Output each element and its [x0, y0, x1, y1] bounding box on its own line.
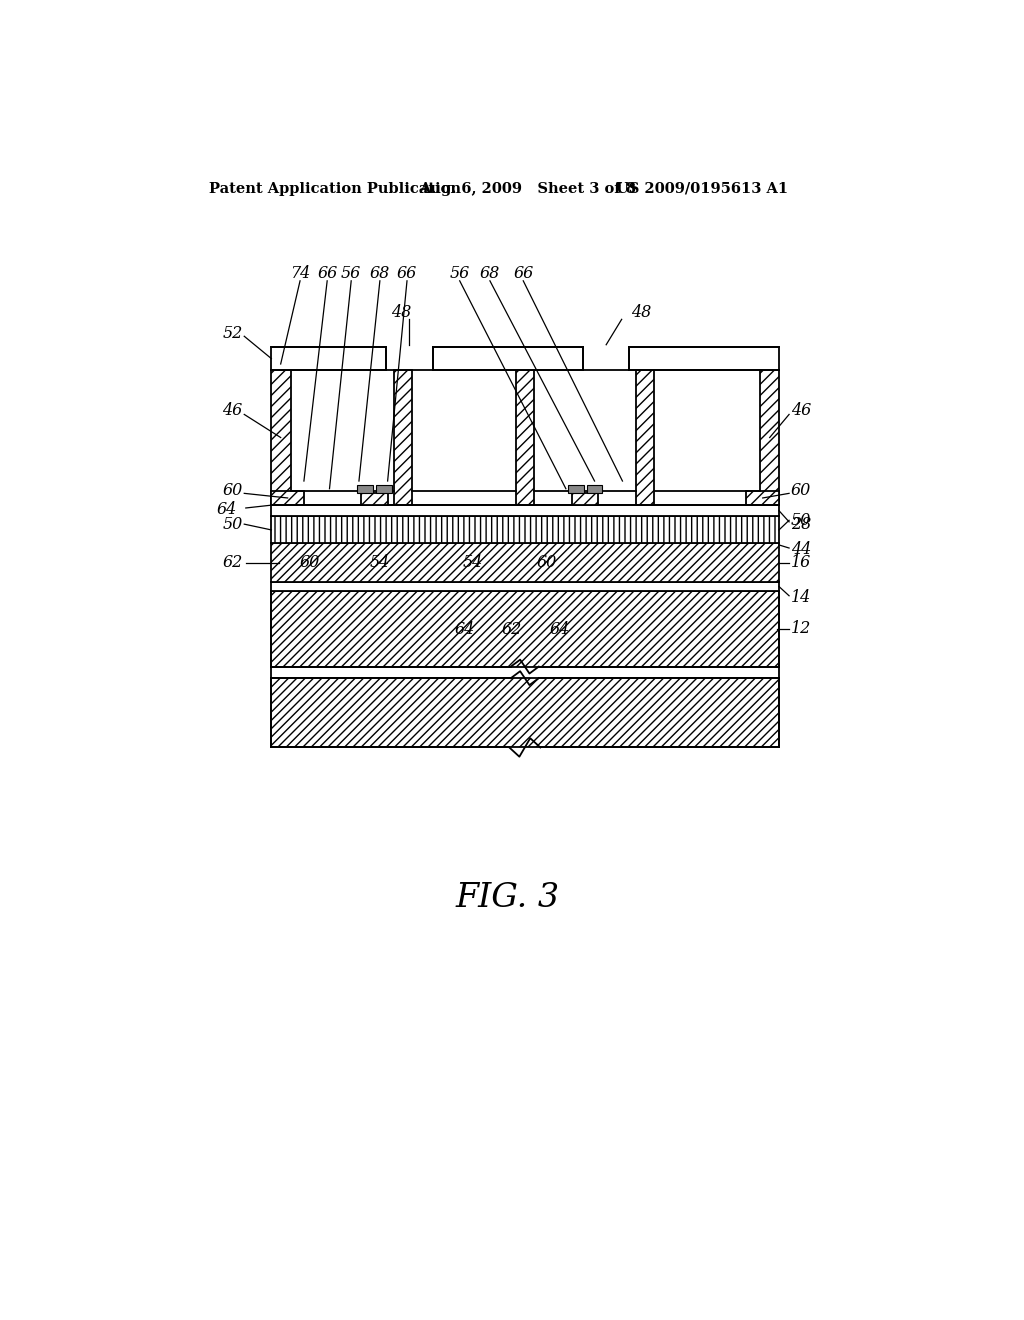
Bar	[357, 484, 373, 492]
Text: 50: 50	[791, 512, 811, 529]
Text: 62: 62	[222, 554, 243, 572]
Bar	[572, 492, 598, 506]
Bar	[271, 491, 304, 506]
Text: 66: 66	[317, 265, 337, 282]
Bar	[515, 370, 535, 506]
Bar	[271, 506, 779, 516]
Bar	[394, 370, 413, 506]
Text: 14: 14	[791, 589, 811, 606]
Text: 60: 60	[537, 554, 557, 572]
Bar	[587, 484, 602, 492]
Bar	[636, 370, 654, 506]
Text: Aug. 6, 2009   Sheet 3 of 8: Aug. 6, 2009 Sheet 3 of 8	[419, 182, 636, 195]
Text: 46: 46	[791, 403, 811, 418]
Text: 68: 68	[370, 265, 390, 282]
Text: 56: 56	[341, 265, 361, 282]
Bar	[361, 492, 388, 506]
Text: 56: 56	[450, 265, 470, 282]
Text: 28: 28	[791, 516, 811, 533]
Text: US 2009/0195613 A1: US 2009/0195613 A1	[616, 182, 788, 195]
Text: 64: 64	[550, 622, 569, 638]
Text: 60: 60	[300, 554, 321, 572]
Bar	[271, 544, 779, 582]
Text: 54: 54	[463, 554, 483, 572]
Text: Patent Application Publication: Patent Application Publication	[209, 182, 462, 195]
Text: 48: 48	[631, 304, 651, 321]
Text: 44: 44	[791, 541, 811, 558]
Text: 64: 64	[216, 502, 237, 517]
Text: 60: 60	[791, 482, 811, 499]
Text: 16: 16	[791, 554, 811, 572]
Bar	[432, 347, 583, 370]
Text: 66: 66	[397, 265, 417, 282]
Text: 48: 48	[391, 304, 412, 321]
Bar	[746, 491, 779, 506]
Bar	[271, 516, 779, 544]
Text: 66: 66	[513, 265, 534, 282]
Bar	[271, 347, 386, 370]
Bar	[630, 347, 779, 370]
Bar	[271, 370, 291, 506]
Bar	[271, 678, 779, 747]
Text: 68: 68	[480, 265, 500, 282]
Bar	[568, 484, 584, 492]
Text: 60: 60	[222, 482, 243, 499]
Bar	[760, 370, 779, 506]
Text: 46: 46	[222, 403, 243, 418]
Text: FIG. 3: FIG. 3	[456, 882, 560, 913]
Bar	[271, 582, 779, 591]
Text: 62: 62	[502, 622, 522, 638]
Text: 50: 50	[222, 516, 243, 533]
Text: 52: 52	[222, 325, 243, 342]
Bar	[271, 591, 779, 667]
Bar	[376, 484, 391, 492]
Text: 74: 74	[290, 265, 310, 282]
Text: 54: 54	[370, 554, 390, 572]
Text: 12: 12	[791, 620, 811, 638]
Text: 64: 64	[455, 622, 475, 638]
